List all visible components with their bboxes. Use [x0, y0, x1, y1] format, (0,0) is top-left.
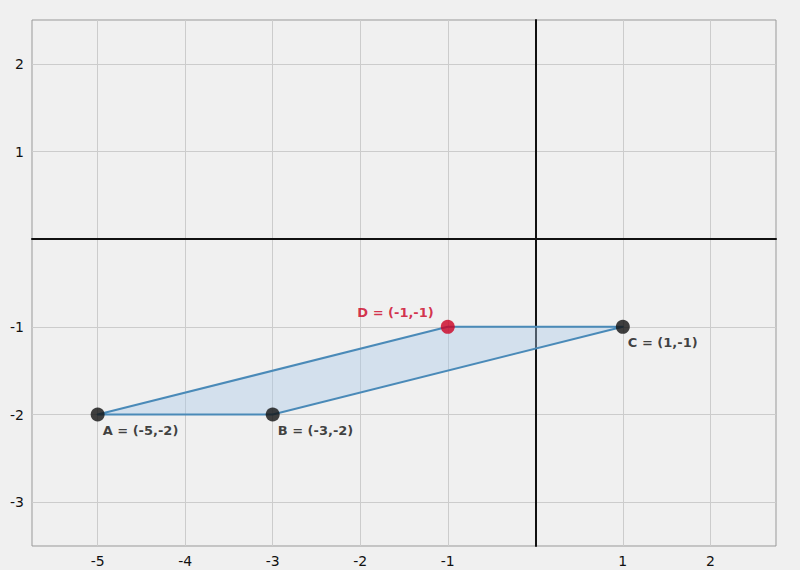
svg-text:B = (-3,-2): B = (-3,-2): [278, 423, 354, 438]
svg-text:-4: -4: [178, 553, 192, 569]
svg-text:A = (-5,-2): A = (-5,-2): [103, 423, 179, 438]
svg-text:C = (1,-1): C = (1,-1): [628, 335, 698, 350]
svg-text:-2: -2: [10, 407, 24, 423]
svg-text:2: 2: [15, 56, 24, 72]
svg-text:-3: -3: [266, 553, 280, 569]
svg-text:-1: -1: [10, 319, 24, 335]
svg-text:2: 2: [706, 553, 715, 569]
svg-text:-5: -5: [91, 553, 105, 569]
svg-text:-2: -2: [353, 553, 367, 569]
svg-text:-3: -3: [10, 494, 24, 510]
svg-text:D = (-1,-1): D = (-1,-1): [357, 305, 433, 320]
svg-text:-1: -1: [441, 553, 455, 569]
svg-text:1: 1: [15, 144, 24, 160]
svg-text:1: 1: [618, 553, 627, 569]
